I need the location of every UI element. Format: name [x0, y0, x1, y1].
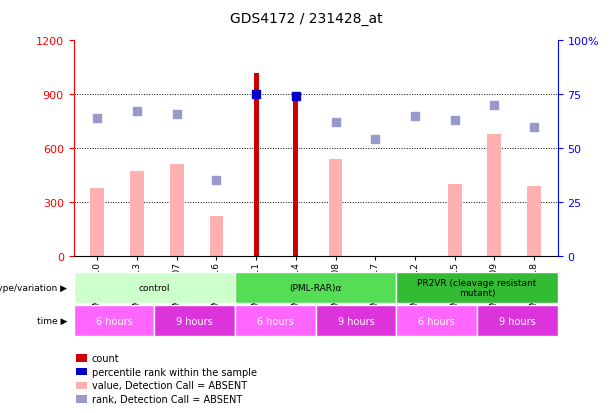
Bar	[74, 273, 235, 304]
Point	[330, 120, 340, 126]
Text: (PML-RAR)α: (PML-RAR)α	[289, 284, 342, 292]
Text: 6 hours: 6 hours	[96, 316, 132, 326]
Bar	[397, 273, 558, 304]
Point	[370, 137, 380, 143]
Bar	[397, 306, 477, 337]
Text: 6 hours: 6 hours	[419, 316, 455, 326]
Bar	[316, 306, 397, 337]
Bar	[254, 74, 259, 256]
Text: 9 hours: 9 hours	[338, 316, 375, 326]
Bar	[235, 273, 397, 304]
Bar	[74, 306, 154, 337]
Text: genotype/variation ▶: genotype/variation ▶	[0, 284, 67, 292]
Bar	[235, 306, 316, 337]
Text: rank, Detection Call = ABSENT: rank, Detection Call = ABSENT	[92, 394, 242, 404]
Bar	[76, 368, 86, 375]
Point	[132, 109, 142, 116]
Point	[291, 94, 301, 100]
Text: count: count	[92, 353, 120, 363]
Point	[529, 124, 539, 131]
Point	[211, 178, 221, 184]
Bar	[91, 188, 104, 256]
Bar	[154, 306, 235, 337]
Text: 9 hours: 9 hours	[177, 316, 213, 326]
Bar	[527, 186, 541, 256]
Bar	[210, 217, 223, 256]
Bar	[447, 185, 462, 256]
Bar	[130, 172, 144, 256]
Point	[93, 115, 102, 122]
Point	[410, 113, 420, 120]
Text: time ▶: time ▶	[37, 317, 67, 325]
Bar	[487, 134, 501, 256]
Bar	[329, 159, 343, 256]
Bar	[294, 95, 299, 256]
Text: percentile rank within the sample: percentile rank within the sample	[92, 367, 257, 377]
Text: 6 hours: 6 hours	[257, 316, 294, 326]
Text: GDS4172 / 231428_at: GDS4172 / 231428_at	[230, 12, 383, 26]
Bar	[76, 382, 86, 389]
Point	[450, 117, 460, 124]
Point	[172, 111, 181, 118]
Bar	[477, 306, 558, 337]
Bar	[170, 165, 184, 256]
Point	[489, 102, 499, 109]
Text: value, Detection Call = ABSENT: value, Detection Call = ABSENT	[92, 380, 247, 390]
Point	[251, 92, 261, 98]
Text: control: control	[139, 284, 170, 292]
Bar	[76, 354, 86, 362]
Bar	[76, 395, 86, 403]
Text: 9 hours: 9 hours	[499, 316, 536, 326]
Text: PR2VR (cleavage resistant
mutant): PR2VR (cleavage resistant mutant)	[417, 278, 537, 298]
